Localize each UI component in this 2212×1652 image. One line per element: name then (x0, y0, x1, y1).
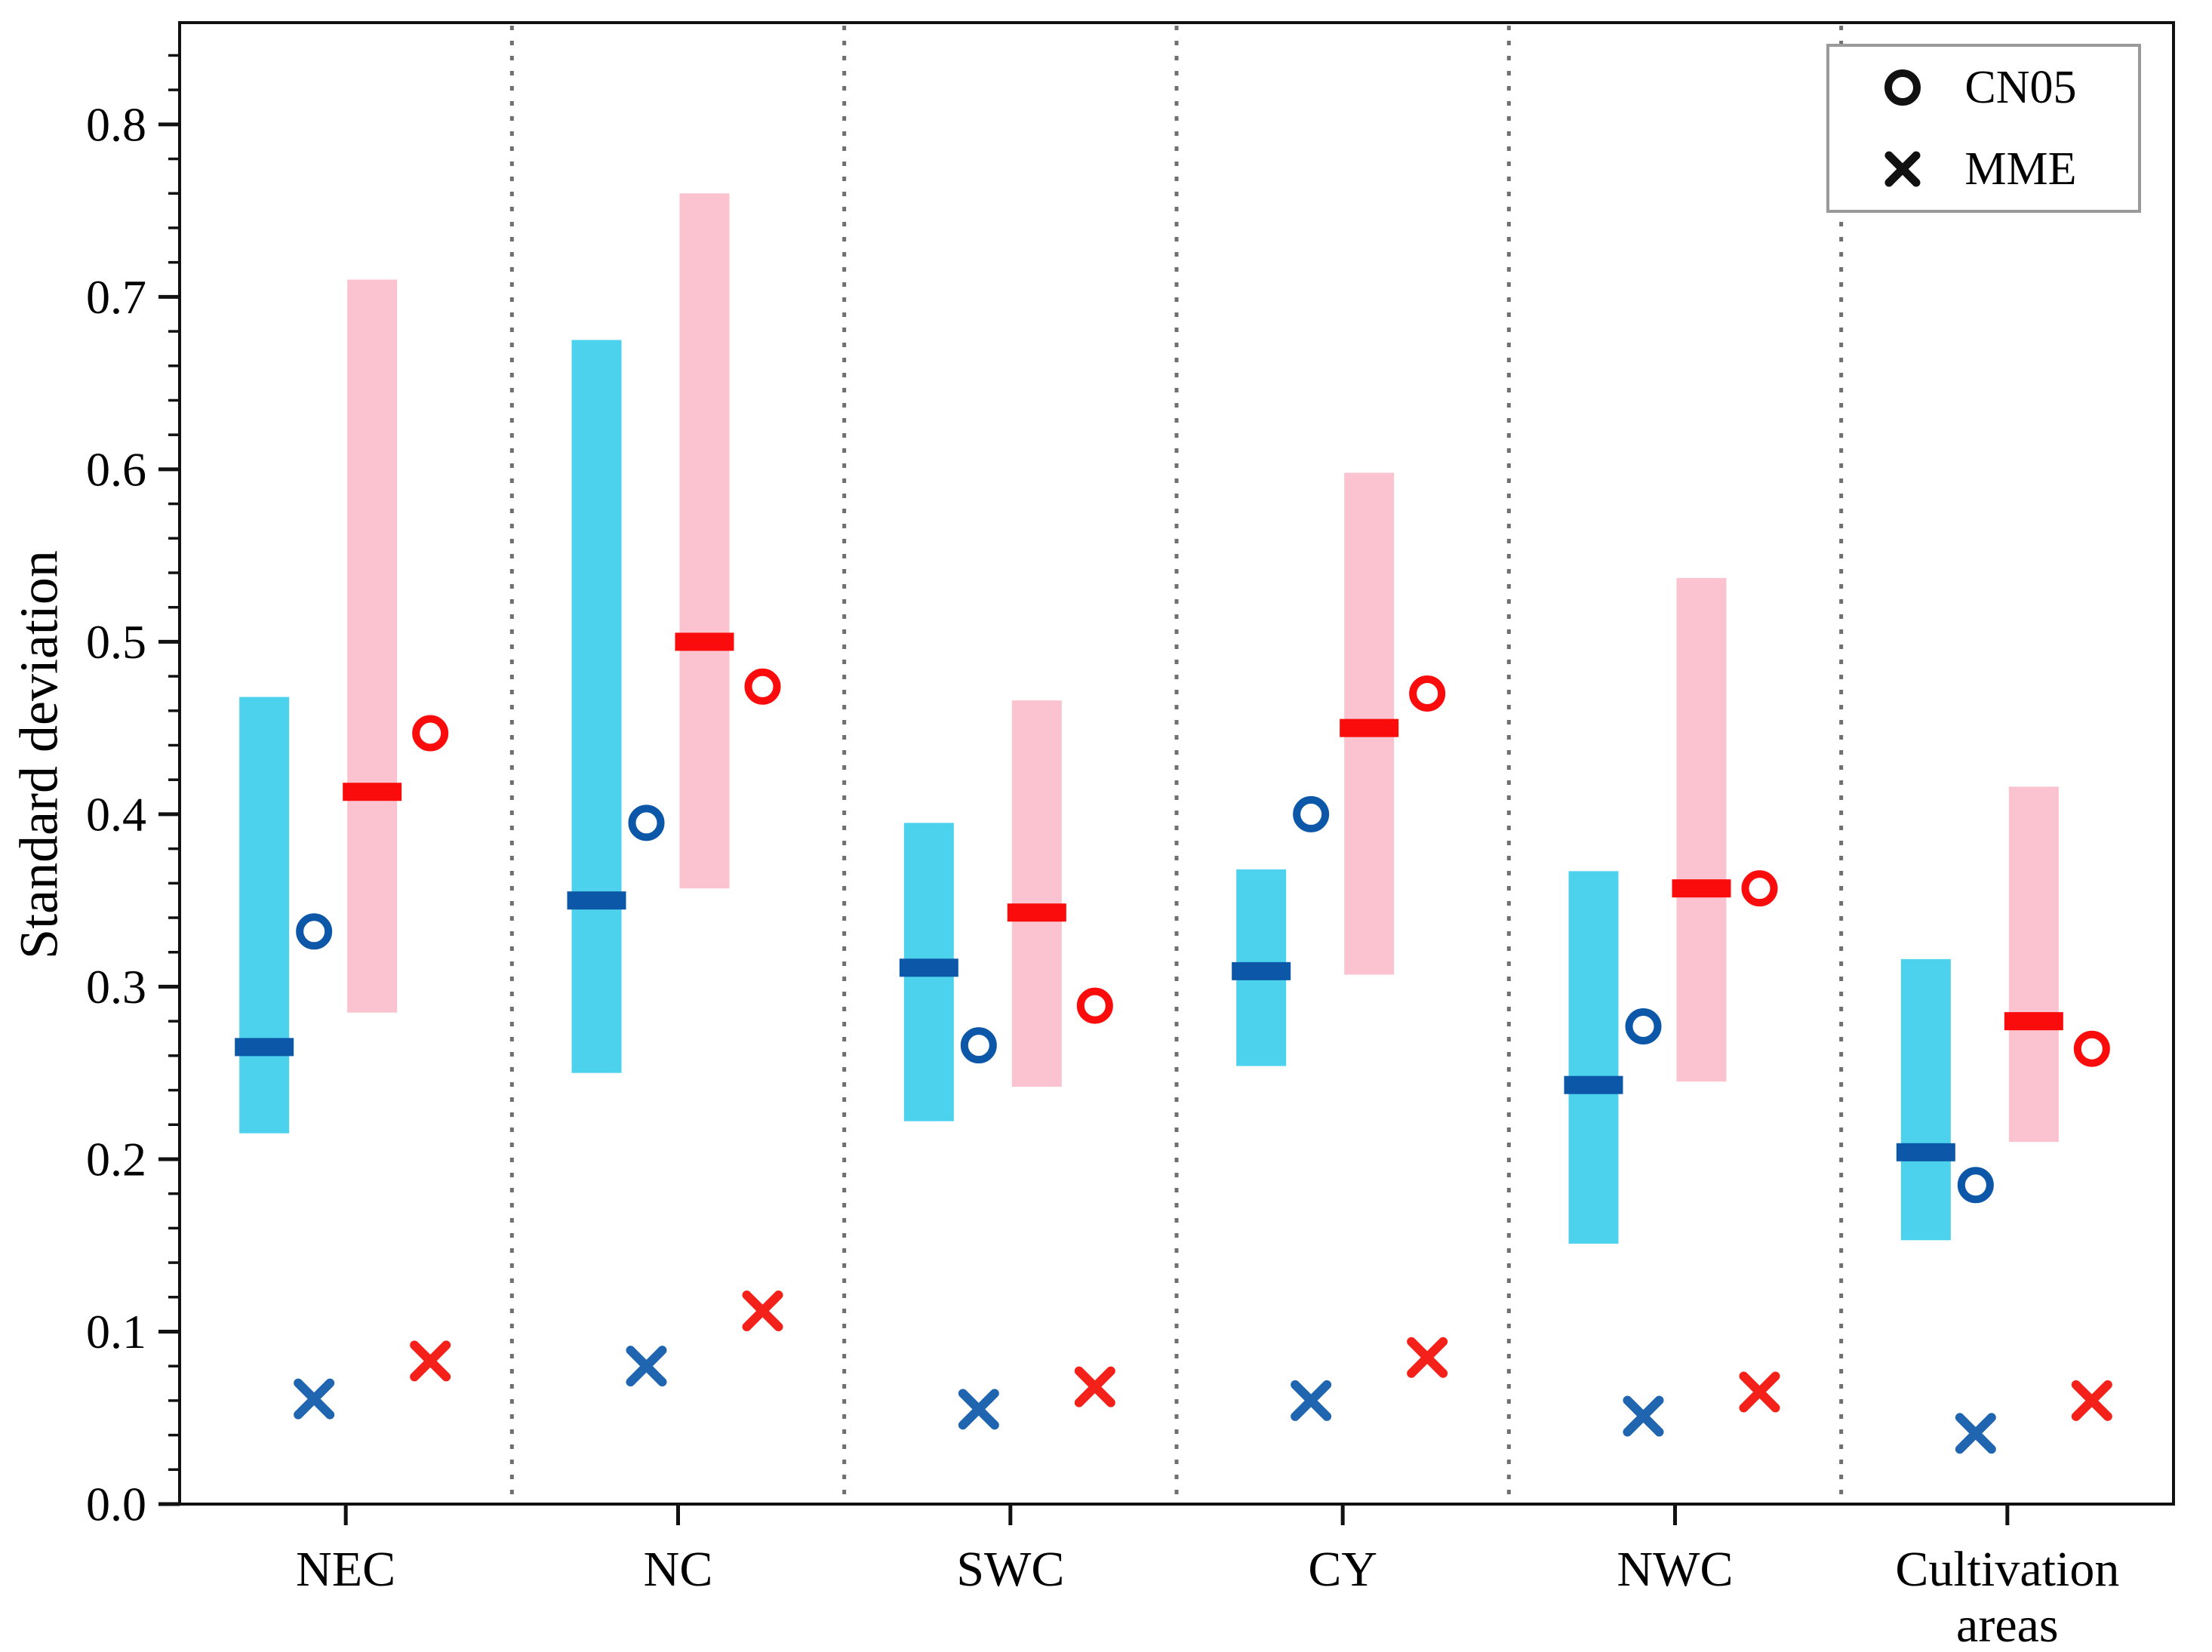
x-category-label: CY (1308, 1542, 1377, 1597)
y-axis-title-text: Standard deviation (8, 550, 69, 959)
blue-cn05-circle-marker (1957, 1167, 1994, 1204)
blue-mme-x-marker (626, 1346, 667, 1387)
x-marker-icon (1884, 151, 1921, 187)
red-cn05-circle-marker (412, 715, 449, 752)
red-median-line (2004, 1012, 2063, 1031)
y-tick-label: 0.0 (86, 1478, 146, 1531)
x-category-label: Cultivation (1895, 1542, 2119, 1597)
blue-median-line (1232, 961, 1291, 980)
red-mme-x-marker (1074, 1366, 1115, 1407)
legend-item-mme: MME (1829, 128, 2138, 210)
red-range-bar (2008, 786, 2059, 1143)
blue-median-line (235, 1038, 294, 1057)
red-cn05-circle-marker (1076, 987, 1113, 1024)
blue-cn05-circle-marker (628, 804, 665, 841)
blue-median-line (567, 891, 626, 910)
red-cn05-circle-marker (1741, 870, 1778, 907)
red-median-line (343, 783, 402, 801)
blue-median-line (1564, 1075, 1623, 1094)
blue-cn05-circle-marker (296, 913, 333, 950)
red-median-line (1007, 903, 1066, 922)
y-tick-label: 0.5 (86, 615, 146, 669)
red-range-bar (1676, 577, 1727, 1082)
red-median-line (675, 632, 734, 651)
red-median-line (1340, 718, 1399, 737)
red-cn05-circle-marker (2073, 1030, 2110, 1067)
legend-label-mme: MME (1964, 143, 2077, 195)
y-tick-label: 0.7 (86, 270, 146, 324)
blue-range-bar (239, 697, 290, 1134)
red-cn05-circle-marker (1409, 675, 1446, 712)
y-tick-label: 0.8 (86, 97, 146, 151)
red-mme-x-marker (1407, 1337, 1448, 1378)
red-range-bar (679, 193, 730, 889)
circle-marker-icon (1884, 69, 1921, 106)
blue-mme-x-marker (1955, 1413, 1996, 1454)
blue-cn05-circle-marker (1293, 795, 1330, 832)
red-range-bar (1011, 700, 1062, 1087)
legend-item-cn05: CN05 (1829, 47, 2138, 128)
blue-cn05-circle-marker (960, 1027, 997, 1064)
red-mme-x-marker (742, 1291, 783, 1332)
blue-median-line (1896, 1143, 1955, 1161)
y-tick-label: 0.6 (86, 442, 146, 496)
blue-median-line (899, 958, 958, 977)
y-tick-label: 0.2 (86, 1132, 146, 1186)
blue-mme-x-marker (1291, 1380, 1332, 1421)
y-tick-label: 0.4 (86, 787, 146, 841)
red-median-line (1672, 879, 1731, 898)
blue-range-bar (1900, 958, 1951, 1241)
x-category-label: NC (644, 1542, 713, 1597)
blue-mme-x-marker (294, 1378, 335, 1420)
legend-label-cn05: CN05 (1964, 61, 2077, 113)
y-tick-label: 0.3 (86, 960, 146, 1014)
x-category-label: NEC (296, 1542, 395, 1597)
blue-range-bar (1568, 871, 1619, 1244)
blue-range-bar (571, 340, 622, 1073)
legend: CN05 MME (1826, 44, 2141, 213)
red-range-bar (347, 279, 398, 1013)
red-mme-x-marker (2071, 1380, 2112, 1421)
blue-mme-x-marker (1623, 1395, 1664, 1437)
x-category-label: NWC (1617, 1542, 1734, 1597)
x-category-label: areas (1956, 1598, 2059, 1652)
red-cn05-circle-marker (744, 668, 781, 705)
blue-cn05-circle-marker (1625, 1008, 1662, 1044)
red-mme-x-marker (1739, 1371, 1780, 1413)
y-tick-label: 0.1 (86, 1305, 146, 1358)
red-mme-x-marker (410, 1340, 451, 1382)
blue-mme-x-marker (958, 1389, 999, 1430)
plot-frame (178, 21, 2175, 1506)
x-category-label: SWC (956, 1542, 1064, 1597)
